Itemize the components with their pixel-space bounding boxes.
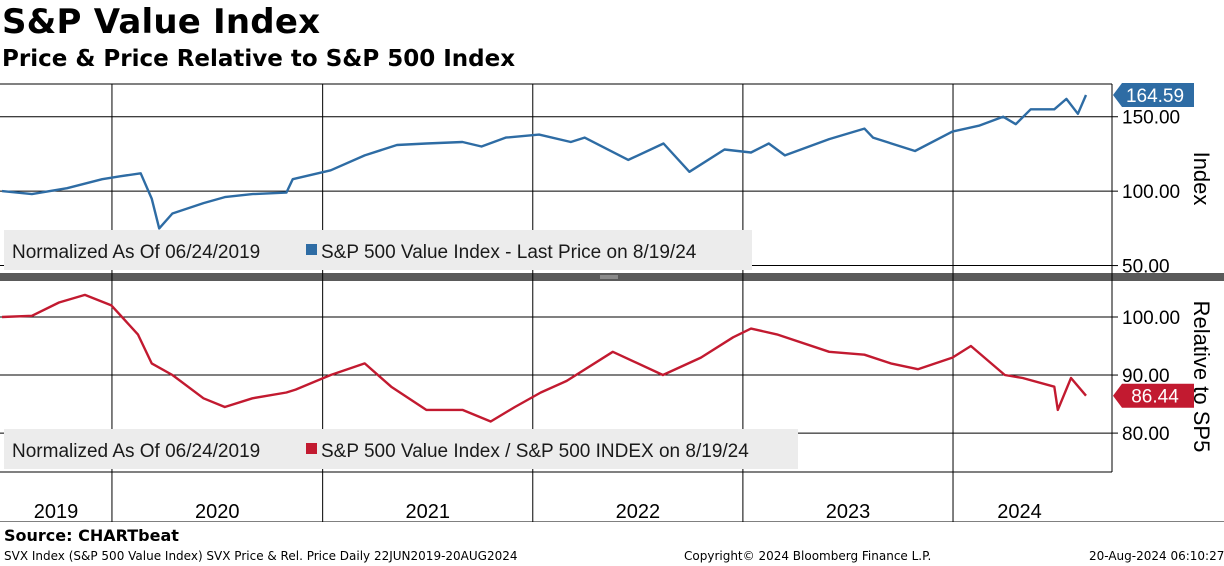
y-tick-label: 100.00 [1122, 182, 1180, 203]
legend-normalized-label: Normalized As Of 06/24/2019 [12, 242, 260, 263]
legend-swatch [306, 244, 317, 255]
y-axis-label: Index [1189, 152, 1214, 206]
source-label: Source: CHARTbeat [4, 526, 179, 545]
last-value-label: 164.59 [1126, 86, 1184, 107]
chart-canvas: 150.00 100.00 50.00 Index Normalized As Of 0… [0, 83, 1224, 522]
panel-divider-grip [600, 275, 618, 279]
x-tick-label: 2024 [997, 501, 1042, 522]
chart-title: S&P Value Index [2, 2, 321, 42]
legend-box [4, 230, 752, 270]
y-tick-label: 80.00 [1122, 424, 1170, 445]
y-tick-label: 90.00 [1122, 366, 1170, 387]
last-value-tag [1113, 383, 1194, 408]
footer-timestamp: 20-Aug-2024 06:10:27 [1089, 549, 1224, 563]
series-line [1, 293, 1087, 423]
legend-series-label: S&P 500 Value Index - Last Price on 8/19… [321, 242, 697, 263]
legend-series-label: S&P 500 Value Index / S&P 500 INDEX on 8… [321, 441, 749, 462]
x-tick-label: 2022 [616, 501, 661, 522]
footer-copyright: Copyright© 2024 Bloomberg Finance L.P. [684, 549, 932, 563]
footer-description: SVX Index (S&P 500 Value Index) SVX Pric… [4, 549, 518, 563]
x-tick-label: 2019 [34, 501, 79, 522]
chart-subtitle: Price & Price Relative to S&P 500 Index [2, 46, 516, 72]
x-tick-label: 2020 [195, 501, 240, 522]
series-line [1, 94, 1088, 230]
last-value-label: 86.44 [1131, 387, 1179, 408]
legend-swatch [306, 443, 317, 454]
last-value-tag [1113, 83, 1194, 108]
y-tick-label: 150.00 [1122, 108, 1180, 129]
legend-normalized-label: Normalized As Of 06/24/2019 [12, 441, 260, 462]
x-tick-label: 2021 [405, 501, 450, 522]
x-tick-label: 2023 [826, 501, 871, 522]
y-tick-label: 100.00 [1122, 308, 1180, 329]
y-axis-label: Relative to SP5 [1189, 301, 1214, 453]
legend-box [4, 429, 798, 469]
y-tick-label: 50.00 [1122, 257, 1170, 278]
